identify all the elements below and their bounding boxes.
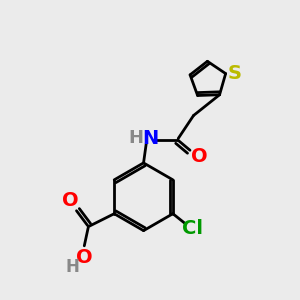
Text: N: N	[142, 129, 158, 148]
Text: Cl: Cl	[182, 219, 203, 238]
Text: O: O	[62, 191, 78, 210]
Text: H: H	[65, 258, 79, 276]
Text: S: S	[228, 64, 242, 83]
Text: O: O	[191, 147, 208, 166]
Text: H: H	[128, 129, 143, 147]
Text: O: O	[76, 248, 92, 267]
